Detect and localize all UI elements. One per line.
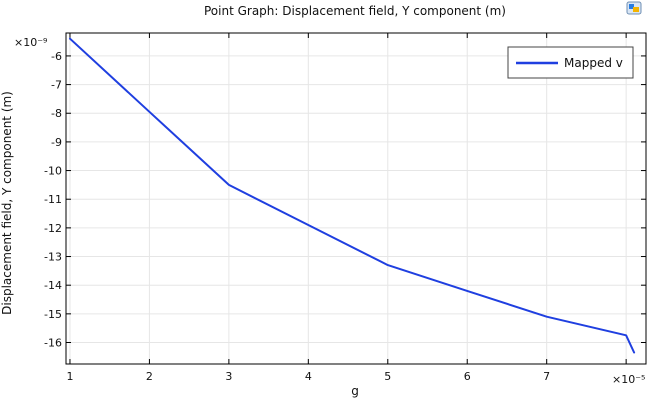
y-tick-label: -13: [44, 251, 62, 264]
y-axis-exponent-label: ×10⁻⁹: [14, 36, 47, 49]
x-tick-label: 5: [384, 370, 391, 383]
y-tick-label: -8: [51, 107, 62, 120]
legend[interactable]: Mapped v: [507, 46, 634, 79]
y-tick-label: -11: [44, 193, 62, 206]
x-tick-label: 2: [146, 370, 153, 383]
series-line-mapped-v: [69, 37, 636, 354]
axes: 1 2 3 4 5 6 7 -6 -7 -8 -9 -10 -11 -12 -13 -14 -15 -16: [44, 32, 647, 383]
grid-lines: [66, 33, 646, 364]
y-tick-label: -9: [51, 136, 62, 149]
y-tick-label: -14: [44, 279, 62, 292]
series-layer: [69, 37, 636, 354]
y-tick-label: -7: [51, 79, 62, 92]
app-logo-icon[interactable]: [626, 0, 642, 16]
x-axis-exponent-label: ×10⁻⁵: [612, 373, 645, 386]
y-tick-label: -6: [51, 50, 62, 63]
y-axis-label: Displacement field, Y component (m): [0, 91, 14, 315]
x-tick-label: 6: [464, 370, 471, 383]
plot-frame: [65, 32, 647, 365]
x-axis-label: g: [351, 384, 359, 398]
y-tick-label: -10: [44, 165, 62, 178]
plot-area: [66, 33, 646, 364]
legend-entry-label: Mapped v: [564, 56, 623, 70]
x-tick-label: 1: [66, 370, 73, 383]
chart-title: Point Graph: Displacement field, Y compo…: [204, 4, 506, 18]
x-tick-label: 4: [305, 370, 312, 383]
y-tick-label: -12: [44, 222, 62, 235]
x-tick-label: 7: [543, 370, 550, 383]
y-tick-label: -16: [44, 337, 62, 350]
y-tick-label: -15: [44, 308, 62, 321]
x-tick-label: 3: [225, 370, 232, 383]
